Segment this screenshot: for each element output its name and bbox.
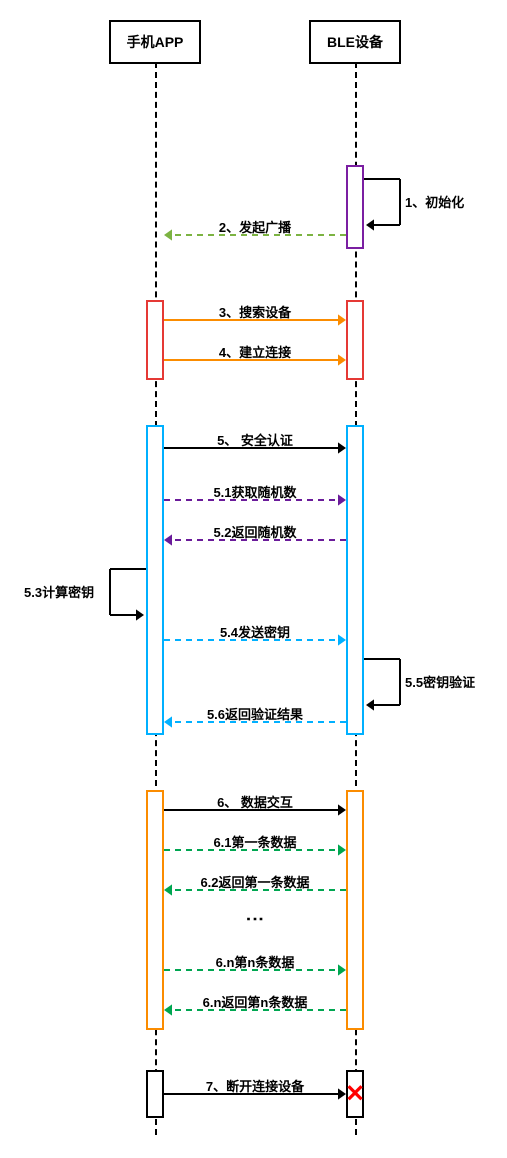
activation-app-auth xyxy=(146,425,164,735)
label-m51: 5.1获取随机数 xyxy=(135,482,375,501)
label-m2: 2、发起广播 xyxy=(135,217,375,236)
label-m62: 6.2返回第一条数据 xyxy=(135,872,375,891)
label-m4: 4、建立连接 xyxy=(135,342,375,361)
participant-app: 手机APP xyxy=(109,20,201,64)
label-m54: 5.4发送密钥 xyxy=(135,622,375,641)
label-m53: 5.3计算密钥 xyxy=(24,582,94,601)
participant-ble: BLE设备 xyxy=(309,20,401,64)
label-m6: 6、 数据交互 xyxy=(135,792,375,811)
arrow-m53 xyxy=(98,565,146,627)
label-m55: 5.5密钥验证 xyxy=(405,672,475,691)
label-m3: 3、搜索设备 xyxy=(135,302,375,321)
participant-app-label: 手机APP xyxy=(127,34,184,50)
label-m6n: 6.n第n条数据 xyxy=(135,952,375,971)
label-m56: 5.6返回验证结果 xyxy=(135,704,375,723)
label-m5: 5、 安全认证 xyxy=(135,430,375,449)
participant-ble-label: BLE设备 xyxy=(327,34,383,50)
activation-ble-auth xyxy=(346,425,364,735)
label-m7: 7、断开连接设备 xyxy=(135,1076,375,1095)
label-m61: 6.1第一条数据 xyxy=(135,832,375,851)
label-m1: 1、初始化 xyxy=(405,192,464,211)
activation-ble-init xyxy=(346,165,364,249)
ellipsis-icon: ⋮ xyxy=(244,910,266,930)
label-m6nr: 6.n返回第n条数据 xyxy=(135,992,375,1011)
label-m52: 5.2返回随机数 xyxy=(135,522,375,541)
